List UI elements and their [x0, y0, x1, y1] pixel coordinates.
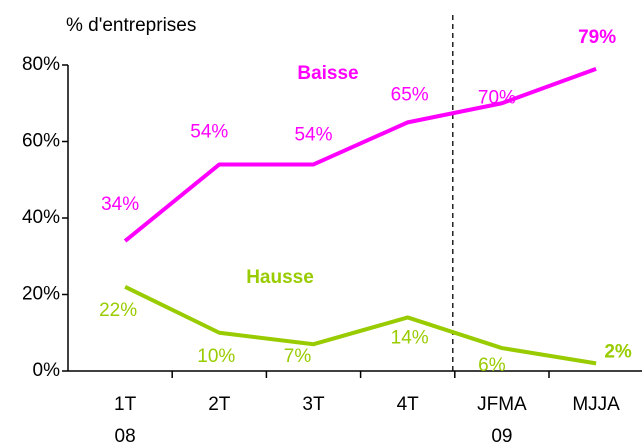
- y-tick-label: 40%: [22, 207, 60, 228]
- x-tick-label: 4T: [397, 394, 420, 415]
- series-line: [124, 285, 597, 366]
- series-line: [123, 66, 597, 243]
- value-label: 65%: [391, 84, 429, 105]
- value-label: 54%: [294, 124, 332, 145]
- value-label: 70%: [478, 87, 516, 108]
- x-year-label: 09: [491, 426, 512, 444]
- y-tick-label: 20%: [22, 284, 60, 305]
- value-label: 7%: [284, 346, 312, 367]
- value-label: 79%: [578, 27, 616, 48]
- x-tick-label: MJJA: [572, 394, 620, 415]
- value-label: 14%: [391, 327, 429, 348]
- x-tick-label: 3T: [302, 394, 325, 415]
- value-label: 2%: [604, 341, 632, 362]
- series-name: Baisse: [297, 63, 358, 84]
- value-label: 54%: [190, 121, 228, 142]
- x-tick-label: JFMA: [477, 394, 527, 415]
- y-tick-label: 60%: [22, 131, 60, 152]
- value-label: 10%: [197, 346, 235, 367]
- series-name: Hausse: [246, 267, 314, 288]
- y-tick-label: 0%: [33, 360, 61, 381]
- x-tick-label: 1T: [114, 394, 137, 415]
- x-tick-label: 2T: [208, 394, 231, 415]
- y-axis-label: % d'entreprises: [66, 15, 196, 36]
- value-label: 6%: [478, 355, 506, 376]
- value-label: 34%: [101, 194, 139, 215]
- value-label: 22%: [99, 300, 137, 321]
- x-year-label: 08: [115, 426, 136, 444]
- y-tick-label: 80%: [22, 54, 60, 75]
